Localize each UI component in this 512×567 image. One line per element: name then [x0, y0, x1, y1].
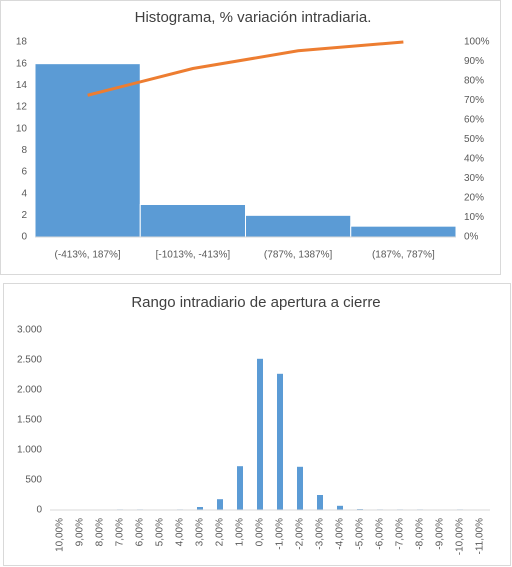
y-tick-label: 4 — [21, 188, 27, 199]
y-tick-label: 18 — [16, 37, 28, 48]
y2-tick-label: 10% — [464, 212, 484, 223]
bar — [197, 507, 203, 510]
y-tick-label: 0 — [21, 232, 27, 243]
x-tick-label: -5,00% — [355, 518, 366, 550]
bar — [34, 63, 141, 238]
x-tick-label: -7,00% — [395, 518, 406, 550]
y-tick-label: 16 — [16, 58, 28, 69]
x-tick-label: -6,00% — [375, 518, 386, 550]
y-tick-label: 1.500 — [17, 415, 42, 426]
bar — [277, 373, 283, 510]
y2-tick-label: 60% — [464, 115, 484, 126]
y-tick-label: 2.500 — [17, 355, 42, 366]
x-tick-label: 8,00% — [95, 518, 106, 546]
x-tick-label: -10,00% — [455, 518, 466, 555]
y2-tick-label: 20% — [464, 193, 484, 204]
y-tick-label: 2 — [21, 210, 27, 221]
bar — [317, 495, 323, 510]
x-tick-label: 2,00% — [215, 518, 226, 546]
bar — [237, 466, 243, 510]
x-tick-label: 6,00% — [135, 518, 146, 546]
bar — [139, 204, 246, 238]
x-tick-label: -11,00% — [475, 518, 486, 555]
x-tick-label: (787%, 1387%] — [264, 250, 333, 261]
x-tick-label: -3,00% — [315, 518, 326, 550]
x-tick-label: -9,00% — [435, 518, 446, 550]
y-tick-label: 6 — [21, 167, 27, 178]
x-tick-label: 9,00% — [75, 518, 86, 546]
y-tick-label: 500 — [25, 475, 42, 486]
x-tick-label: 0,00% — [255, 518, 266, 546]
bar — [217, 499, 223, 510]
x-tick-label: 3,00% — [195, 518, 206, 546]
bar — [337, 505, 343, 510]
y-tick-label: 0 — [36, 505, 42, 516]
chart-title: Rango intradiario de apertura a cierre — [131, 294, 380, 311]
y2-tick-label: 80% — [464, 76, 484, 87]
bar — [245, 214, 352, 238]
x-tick-label: -1,00% — [275, 518, 286, 550]
x-tick-label: [-1013%, -413%] — [156, 250, 231, 261]
y2-tick-label: 100% — [464, 37, 490, 48]
bar — [350, 225, 457, 238]
x-tick-label: 5,00% — [155, 518, 166, 546]
y-tick-label: 12 — [16, 102, 28, 113]
x-tick-label: -2,00% — [295, 518, 306, 550]
line-series — [87, 40, 404, 97]
y-tick-label: 10 — [16, 123, 28, 134]
y-tick-label: 3.000 — [17, 325, 42, 336]
y2-tick-label: 30% — [464, 173, 484, 184]
bar — [297, 466, 303, 510]
x-tick-label: -8,00% — [415, 518, 426, 550]
y2-tick-label: 0% — [464, 232, 479, 243]
chart-title: Histograma, % variación intradiaria. — [135, 9, 372, 26]
y-tick-label: 14 — [16, 80, 28, 91]
y-tick-label: 2.000 — [17, 385, 42, 396]
x-tick-label: 7,00% — [115, 518, 126, 546]
x-tick-label: 10,00% — [55, 518, 66, 552]
y-tick-label: 8 — [21, 145, 27, 156]
x-tick-label: (187%, 787%] — [372, 250, 435, 261]
x-tick-label: -4,00% — [335, 518, 346, 550]
x-tick-label: 4,00% — [175, 518, 186, 546]
x-tick-label: 1,00% — [235, 518, 246, 546]
x-tick-label: (-413%, 187%] — [55, 250, 121, 261]
y2-tick-label: 70% — [464, 95, 484, 106]
bar — [257, 358, 263, 510]
y2-tick-label: 50% — [464, 134, 484, 145]
y2-tick-label: 40% — [464, 154, 484, 165]
y-tick-label: 1.000 — [17, 445, 42, 456]
y2-tick-label: 90% — [464, 56, 484, 67]
